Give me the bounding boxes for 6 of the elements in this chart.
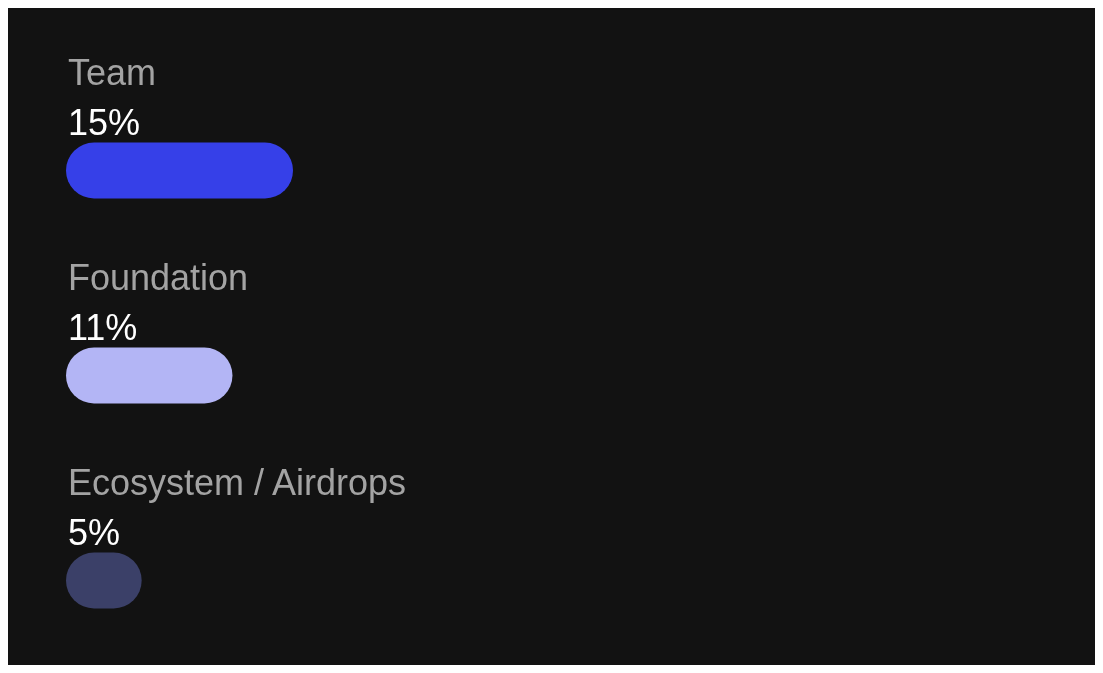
data-label: 15% [68, 101, 141, 143]
y-tick-label: Team [68, 51, 157, 93]
y-tick-label: Foundation [68, 256, 249, 298]
y-tick-label: Ecosystem / Airdrops [68, 461, 407, 503]
data-label: 11% [68, 306, 138, 348]
data-label: 5% [68, 511, 121, 553]
